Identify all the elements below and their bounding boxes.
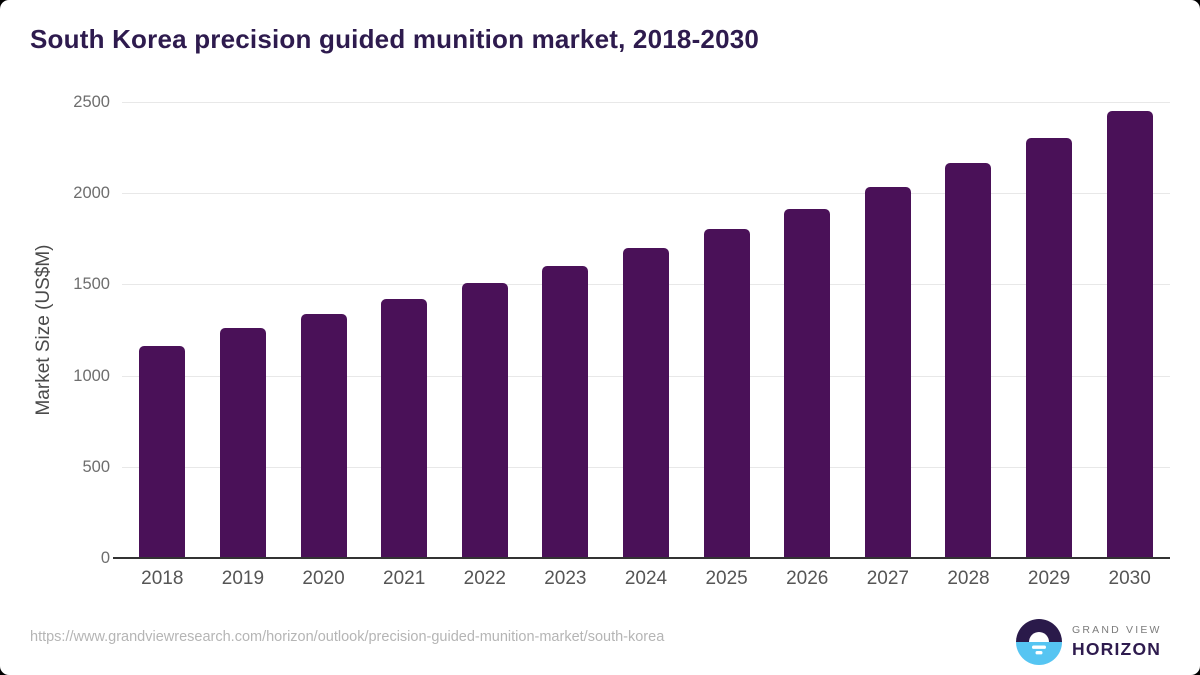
bar-2018 <box>139 346 186 558</box>
x-tick-2030: 2030 <box>1108 568 1151 589</box>
x-tick-2020: 2020 <box>302 568 345 589</box>
x-tick-2019: 2019 <box>221 568 265 589</box>
y-tick-2000: 2000 <box>73 184 110 203</box>
x-tick-2024: 2024 <box>624 568 668 589</box>
source-url: https://www.grandviewresearch.com/horizo… <box>30 629 665 645</box>
x-tick-2023: 2023 <box>544 568 587 589</box>
x-tick-2021: 2021 <box>383 568 426 589</box>
bar-2022 <box>461 282 508 558</box>
bar-2025 <box>703 228 750 558</box>
y-tick-0: 0 <box>100 549 110 567</box>
x-tick-2029: 2029 <box>1027 568 1071 589</box>
x-tick-2028: 2028 <box>947 568 990 589</box>
horizon-sunrise-circle-icon <box>1016 619 1062 665</box>
x-tick-2026: 2026 <box>786 568 829 589</box>
x-tick-2025: 2025 <box>705 568 748 589</box>
bar-2028 <box>945 163 992 558</box>
logo-text: GRAND VIEW HORIZON <box>1072 624 1162 660</box>
bar-2027 <box>864 186 911 558</box>
bar-2020 <box>300 313 347 558</box>
bar-2019 <box>219 328 266 558</box>
logo-text-grand-view: GRAND VIEW <box>1072 624 1162 636</box>
x-tick-2022: 2022 <box>463 568 506 589</box>
bar-2026 <box>784 208 831 558</box>
y-tick-2500: 2500 <box>73 93 110 111</box>
x-tick-2018: 2018 <box>141 568 184 589</box>
bar-2029 <box>1026 138 1073 558</box>
x-axis-line <box>113 557 1170 559</box>
bar-2021 <box>381 298 428 558</box>
gridline-2500 <box>122 102 1170 103</box>
y-tick-1000: 1000 <box>73 366 110 385</box>
bar-2030 <box>1106 111 1153 558</box>
bar-2024 <box>623 247 669 558</box>
x-tick-2027: 2027 <box>866 568 909 589</box>
grand-view-horizon-logo: GRAND VIEW HORIZON <box>1016 619 1162 665</box>
y-tick-1500: 1500 <box>73 275 110 294</box>
logo-text-horizon: HORIZON <box>1072 639 1162 659</box>
gridline-2000 <box>122 193 1170 195</box>
chart-title: South Korea precision guided munition ma… <box>30 24 760 54</box>
y-tick-500: 500 <box>82 457 110 476</box>
y-axis-title: Market Size (US$M) <box>33 244 54 416</box>
bar-2023 <box>542 266 589 558</box>
